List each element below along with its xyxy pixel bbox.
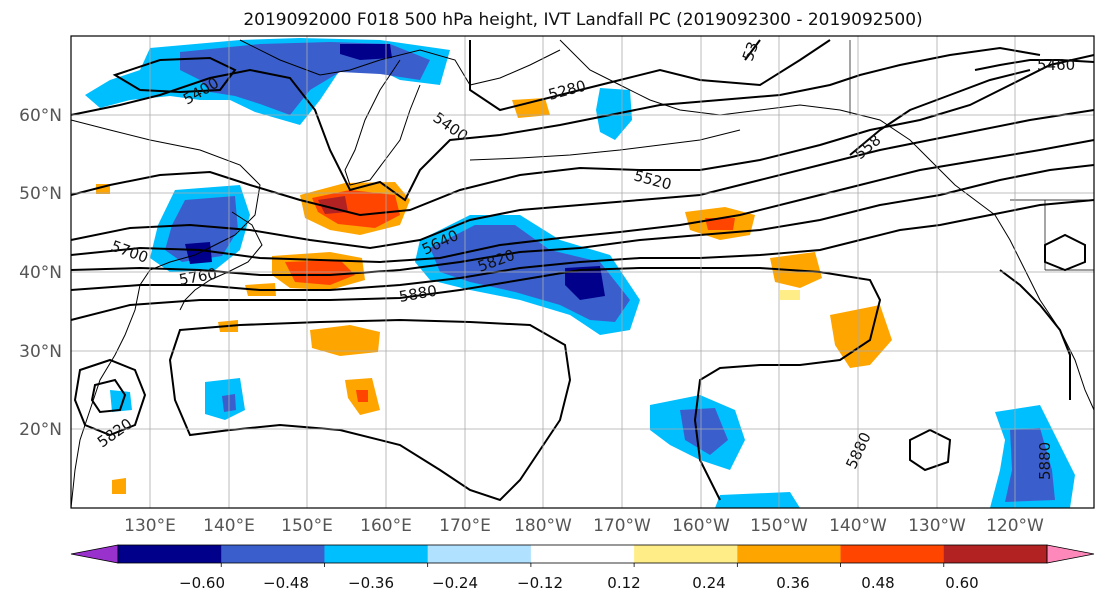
- ivt-shading: [85, 38, 1075, 508]
- lon-label: 170°E: [439, 516, 491, 536]
- longitude-labels: 130°E 140°E 150°E 160°E 170°E 180°W 170°…: [124, 516, 1044, 536]
- ivt-positive-region: [285, 260, 355, 285]
- colorbar-tick-labels: −0.60 −0.48 −0.36 −0.24 −0.12 0.12 0.24 …: [179, 574, 979, 592]
- map-frame: [70, 35, 1095, 509]
- colorbar-tick-label: 0.36: [776, 574, 809, 592]
- grid-lines: [71, 36, 1094, 508]
- contour-5880-south: [168, 318, 572, 502]
- colorbar-tick-label: 0.12: [607, 574, 640, 592]
- ivt-positive-region: [780, 290, 800, 300]
- contour-5580: [849, 69, 1031, 156]
- contour-small-loop: [1044, 233, 1086, 272]
- colorbar-swatch: [324, 545, 429, 563]
- ivt-positive-region: [830, 305, 892, 368]
- ivt-positive-region: [705, 218, 735, 230]
- height-contours: [70, 39, 1095, 502]
- colorbar-swatch: [634, 545, 738, 563]
- ivt-negative-region: [565, 266, 605, 300]
- ivt-negative-region: [180, 42, 430, 115]
- lon-label: 120°W: [986, 516, 1044, 536]
- colorbar-tick-label: −0.12: [517, 574, 563, 592]
- colorbar-swatch: [427, 545, 532, 563]
- contour-5820-west-inner: [90, 378, 127, 414]
- ivt-positive-region: [112, 478, 126, 494]
- contour-5280: [469, 39, 831, 112]
- contour-label: 5460: [1037, 56, 1075, 74]
- coastline-kamchatka: [344, 59, 421, 186]
- lon-label: 140°W: [829, 516, 887, 536]
- colorbar-tick-label: 0.48: [861, 574, 894, 592]
- contour-5640: [70, 109, 1095, 250]
- ivt-positive-region: [310, 325, 380, 356]
- contour-53: [744, 39, 761, 61]
- coastline-east-asia: [70, 119, 261, 509]
- contour-5880-east: [909, 428, 952, 472]
- colorbar-swatch: [943, 545, 1048, 563]
- contour-5700: [70, 139, 1095, 264]
- ivt-negative-region: [110, 390, 132, 412]
- map-title: 2019092000 F018 500 hPa height, IVT Land…: [243, 10, 922, 30]
- lon-label: 150°E: [281, 516, 333, 536]
- lon-label: 170°W: [593, 516, 651, 536]
- ivt-positive-region: [356, 390, 368, 402]
- map-plot-area: 5400 5280 5400 5520 5640 5820 5880 5760 …: [70, 35, 1095, 509]
- colorbar-extension-left: [70, 544, 119, 564]
- colorbar-swatch: [530, 545, 635, 563]
- ivt-negative-region: [340, 44, 392, 60]
- colorbar: [70, 544, 1095, 567]
- lat-label: 30°N: [19, 342, 62, 362]
- contour-5760: [70, 164, 1095, 276]
- colorbar-tick-label: −0.60: [179, 574, 225, 592]
- colorbar-frame: [117, 544, 1048, 564]
- contour-5880: [70, 267, 882, 501]
- colorbar-swatch: [118, 545, 222, 563]
- lon-label: 130°E: [124, 516, 176, 536]
- lat-label: 40°N: [19, 263, 62, 283]
- coastline-north-america: [994, 214, 1095, 411]
- colorbar-tick-label: −0.24: [432, 574, 478, 592]
- lat-label: 60°N: [19, 106, 62, 126]
- contour-5520: [70, 54, 1095, 217]
- contour-label: 5880: [1036, 442, 1054, 480]
- ivt-negative-region: [1005, 428, 1055, 502]
- contour-5460: [974, 59, 1095, 71]
- lat-label: 50°N: [19, 184, 62, 204]
- ivt-positive-region: [512, 98, 550, 118]
- colorbar-tick-label: 0.24: [692, 574, 725, 592]
- contour-5400: [70, 46, 1041, 202]
- lon-label: 180°W: [514, 516, 572, 536]
- ivt-negative-region: [165, 196, 238, 262]
- lon-label: 150°W: [750, 516, 808, 536]
- contour-north-loop: [112, 56, 237, 94]
- latitude-labels: 60°N 50°N 40°N 30°N 20°N: [19, 106, 62, 440]
- coastline-aleutians: [469, 129, 741, 161]
- contour-label: 53: [739, 39, 762, 63]
- coastline-alaska: [559, 39, 996, 216]
- contour-5820-west: [73, 358, 147, 437]
- colorbar-tick-label: −0.48: [263, 574, 309, 592]
- lon-label: 130°W: [908, 516, 966, 536]
- contour-5880-se: [999, 269, 1071, 400]
- colorbar-swatch: [737, 545, 842, 563]
- contour-5820: [70, 199, 1095, 291]
- lat-label: 20°N: [19, 420, 62, 440]
- colorbar-tick-label: 0.60: [945, 574, 978, 592]
- lon-label: 140°E: [203, 516, 255, 536]
- ivt-negative-region: [680, 408, 728, 455]
- lon-label: 160°W: [672, 516, 730, 536]
- colorbar-extension-right: [1046, 544, 1095, 564]
- colorbar-swatch: [221, 545, 325, 563]
- colorbar-swatch: [840, 545, 945, 563]
- lon-label: 160°E: [360, 516, 412, 536]
- colorbar-tick-label: −0.36: [348, 574, 394, 592]
